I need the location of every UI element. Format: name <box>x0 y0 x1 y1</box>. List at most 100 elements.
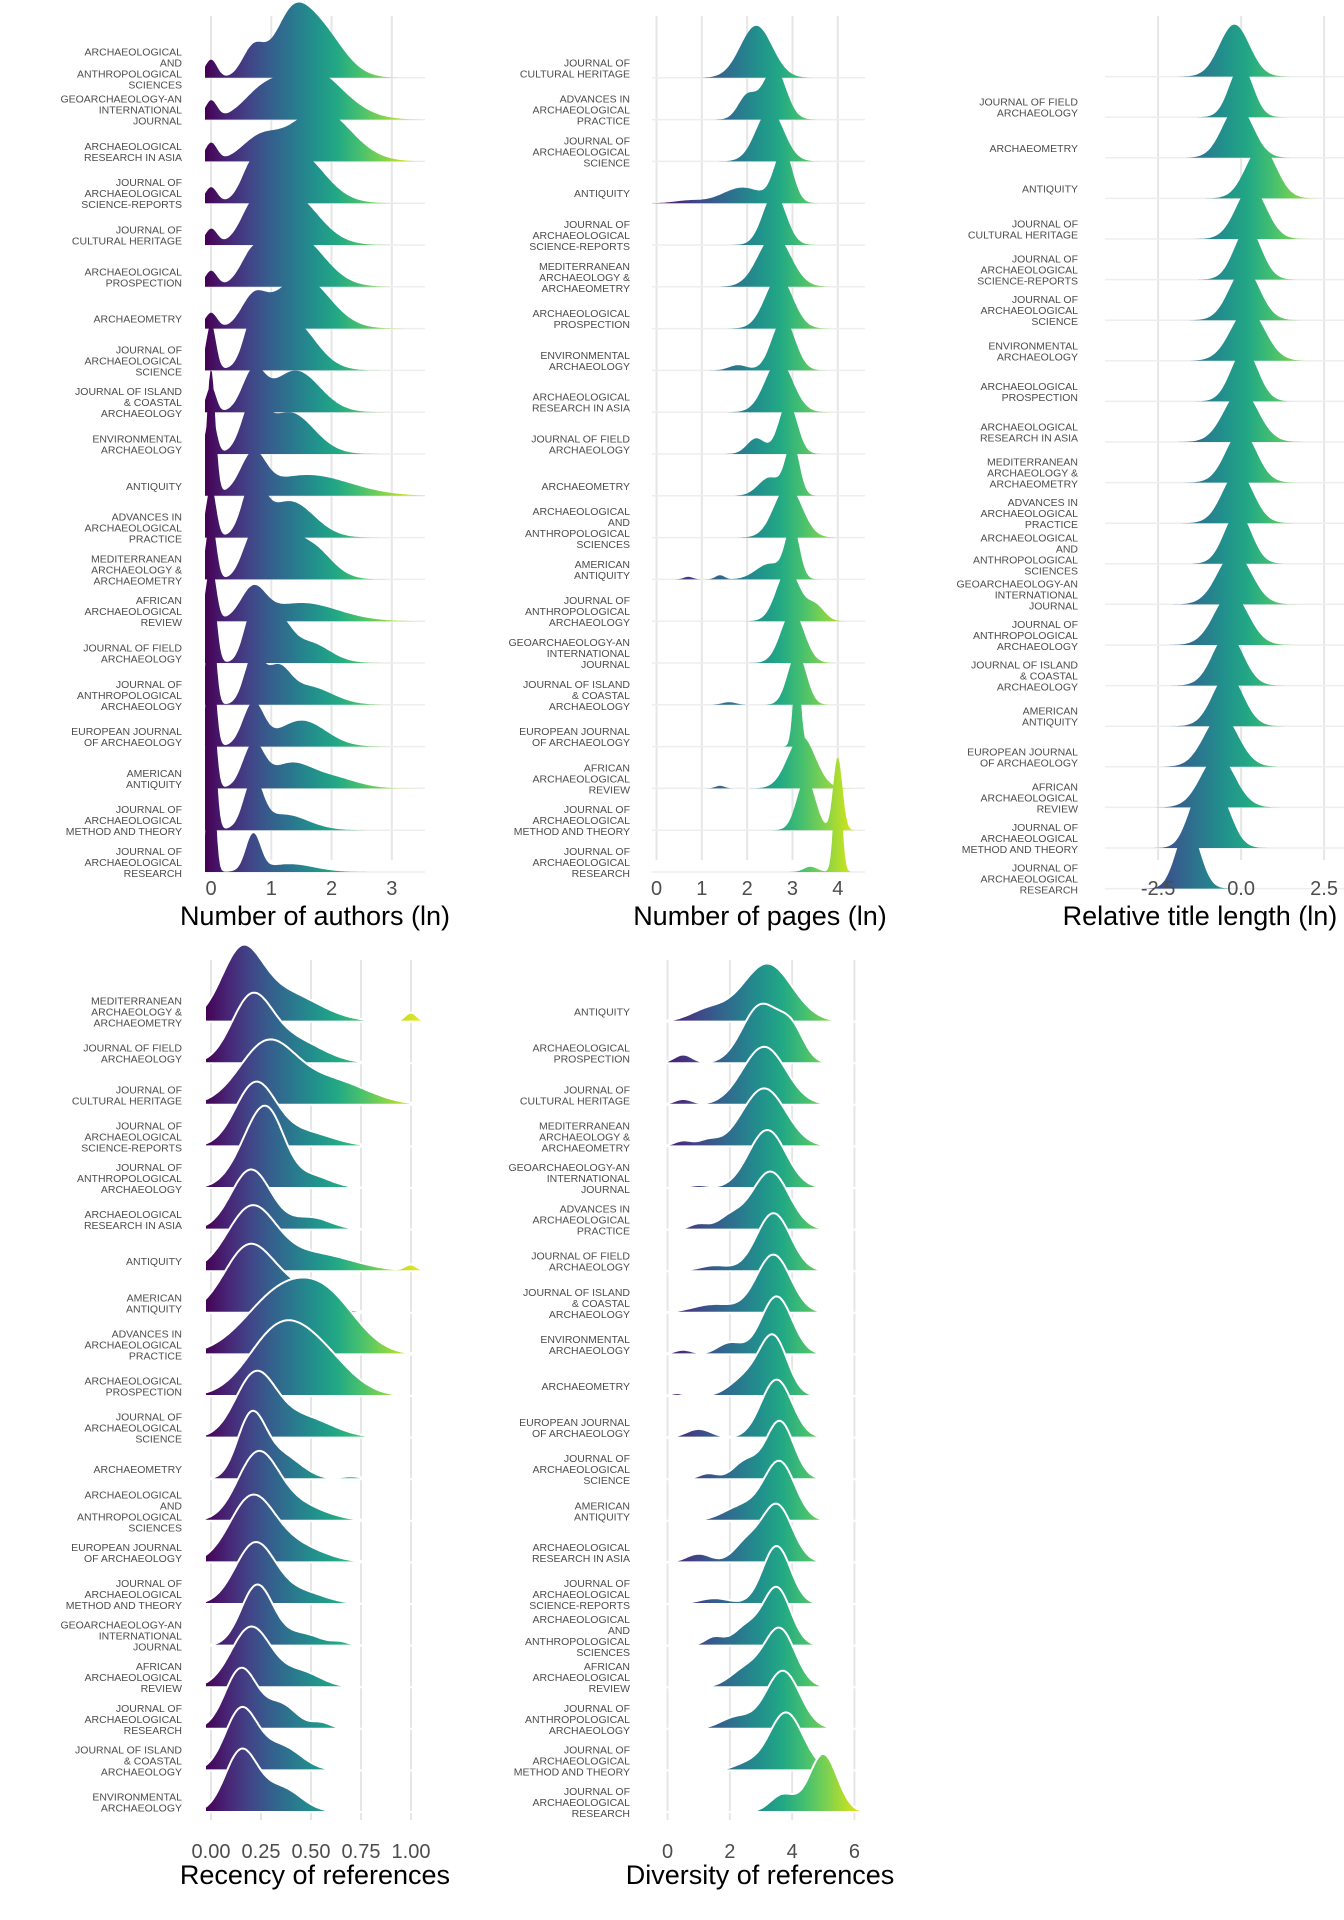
row-label: JOURNAL OF ARCHAEOLOGICAL SCIENCE <box>533 135 631 169</box>
ridge-0 <box>205 2 425 78</box>
x-tick-label: 2 <box>724 1841 735 1863</box>
row-label: ADVANCES IN ARCHAEOLOGICAL PRACTICE <box>85 512 183 546</box>
row-label: ENVIRONMENTAL ARCHAEOLOGY <box>540 350 630 373</box>
row-label: GEOARCHAEOLOGY-AN INTERNATIONAL JOURNAL <box>508 1162 630 1196</box>
row-label: EUROPEAN JOURNAL OF ARCHAEOLOGY <box>71 1542 182 1565</box>
ridge-18 <box>1105 755 1344 808</box>
ridge-15 <box>1105 633 1344 686</box>
ridge-16 <box>1105 674 1344 727</box>
ridge-10 <box>1105 430 1344 483</box>
row-label: JOURNAL OF ARCHAEOLOGICAL METHOD AND THEOR… <box>66 1578 182 1612</box>
row-label: JOURNAL OF ANTHROPOLOGICAL ARCHAEOLOGY <box>525 595 630 629</box>
x-tick-label: 2.5 <box>1310 878 1338 900</box>
ridge-15 <box>205 601 425 705</box>
ridge-16 <box>204 1625 425 1689</box>
row-label: ARCHAEOLOGICAL AND ANTHROPOLOGICAL SCIENCES <box>525 506 630 551</box>
row-label: ARCHAEOLOGICAL RESEARCH IN ASIA <box>532 392 630 415</box>
x-tick-label: 6 <box>849 1841 860 1863</box>
x-tick-label: 2 <box>742 878 753 900</box>
ridge-6 <box>652 1212 870 1273</box>
x-tick-label: 2 <box>326 878 337 900</box>
row-label: ANTIQUITY <box>574 1007 630 1019</box>
row-label: AMERICAN ANTIQUITY <box>126 1292 182 1315</box>
row-label: JOURNAL OF ARCHAEOLOGICAL RESEARCH <box>533 1786 631 1820</box>
row-label: JOURNAL OF ARCHAEOLOGICAL SCIENCE <box>85 344 183 378</box>
row-label: ENVIRONMENTAL ARCHAEOLOGY <box>540 1334 630 1357</box>
row-label: GEOARCHAEOLOGY-AN INTERNATIONAL JOURNAL <box>956 578 1078 612</box>
row-label: AFRICAN ARCHAEOLOGICAL REVIEW <box>533 1661 631 1695</box>
ridge-2 <box>652 1045 870 1106</box>
ridge-5 <box>652 1170 870 1231</box>
row-label: ARCHAEOMETRY <box>542 1381 631 1393</box>
ridge-9 <box>652 402 865 454</box>
ridge-13 <box>205 563 425 622</box>
row-label: EUROPEAN JOURNAL OF ARCHAEOLOGY <box>967 746 1078 769</box>
row-label: AFRICAN ARCHAEOLOGICAL REVIEW <box>533 762 631 796</box>
row-label: JOURNAL OF ARCHAEOLOGICAL SCIENCE-REPORTS <box>529 1578 630 1612</box>
row-label: JOURNAL OF ISLAND & COASTAL ARCHAEOLOGY <box>971 660 1078 694</box>
row-label: ARCHAEOMETRY <box>94 1464 183 1476</box>
ridge-18 <box>204 1705 425 1772</box>
row-label: ARCHAEOLOGICAL RESEARCH IN ASIA <box>84 141 182 164</box>
row-label: JOURNAL OF ARCHAEOLOGICAL RESEARCH <box>85 1703 183 1737</box>
ridge-5 <box>652 234 865 287</box>
x-axis-title: Number of authors (ln) <box>180 901 450 931</box>
x-tick-label: 3 <box>787 878 798 900</box>
x-tick-label: 0.00 <box>192 1841 231 1863</box>
row-label: ARCHAEOLOGICAL PROSPECTION <box>85 266 183 289</box>
ridge-0 <box>1105 24 1344 77</box>
row-label: JOURNAL OF CULTURAL HERITAGE <box>72 225 182 248</box>
row-label: JOURNAL OF ARCHAEOLOGICAL RESEARCH <box>533 846 631 880</box>
row-label: JOURNAL OF ARCHAEOLOGICAL METHOD AND THEOR… <box>514 804 630 838</box>
ridge-16 <box>652 1626 870 1689</box>
row-label: JOURNAL OF ISLAND & COASTAL ARCHAEOLOGY <box>75 1744 182 1778</box>
row-label: JOURNAL OF CULTURAL HERITAGE <box>968 219 1078 242</box>
row-label: ANTIQUITY <box>1022 183 1078 195</box>
row-label: JOURNAL OF ANTHROPOLOGICAL ARCHAEOLOGY <box>77 679 182 713</box>
row-label: JOURNAL OF FIELD ARCHAEOLOGY <box>531 434 630 457</box>
row-label: JOURNAL OF ANTHROPOLOGICAL ARCHAEOLOGY <box>77 1162 182 1196</box>
row-label: JOURNAL OF FIELD ARCHAEOLOGY <box>83 1043 182 1066</box>
ridge-9 <box>205 392 425 454</box>
x-tick-label: 0.0 <box>1227 878 1255 900</box>
ridge-18 <box>205 685 425 831</box>
row-label: JOURNAL OF ISLAND & COASTAL ARCHAEOLOGY <box>523 679 630 713</box>
ridge-14 <box>652 611 865 663</box>
ridge-2 <box>1105 105 1344 158</box>
row-label: JOURNAL OF ARCHAEOLOGICAL RESEARCH <box>85 846 183 880</box>
ridge-panel-0: ARCHAEOLOGICAL AND ANTHROPOLOGICAL SCIENCES… <box>60 2 450 931</box>
row-label: ARCHAEOLOGICAL PROSPECTION <box>85 1376 183 1399</box>
ridge-8 <box>204 1276 426 1356</box>
x-tick-label: -2.5 <box>1141 878 1175 900</box>
ridge-11 <box>652 1419 870 1481</box>
row-label: JOURNAL OF ARCHAEOLOGICAL SCIENCE-REPORTS <box>529 219 630 253</box>
row-label: JOURNAL OF ARCHAEOLOGICAL METHOD AND THEOR… <box>66 804 182 838</box>
row-label: JOURNAL OF ANTHROPOLOGICAL ARCHAEOLOGY <box>973 619 1078 653</box>
row-label: JOURNAL OF FIELD ARCHAEOLOGY <box>531 1251 630 1274</box>
ridge-2 <box>205 109 425 162</box>
x-tick-label: 1 <box>266 878 277 900</box>
ridge-4 <box>652 1128 870 1189</box>
row-label: MEDITERRANEAN ARCHAEOLOGY & ARCHAEOMETRY <box>539 1120 630 1154</box>
ridge-19 <box>652 1752 871 1813</box>
row-label: JOURNAL OF ISLAND & COASTAL ARCHAEOLOGY <box>75 386 182 420</box>
row-label: ARCHAEOLOGICAL AND ANTHROPOLOGICAL SCIENCES <box>525 1614 630 1659</box>
ridge-0 <box>652 25 865 78</box>
row-label: AMERICAN ANTIQUITY <box>574 559 630 582</box>
x-axis-title: Diversity of references <box>626 1860 895 1890</box>
row-label: ANTIQUITY <box>126 1256 182 1268</box>
x-tick-label: 0.75 <box>342 1841 381 1863</box>
row-label: ARCHAEOLOGICAL PROSPECTION <box>981 381 1079 404</box>
row-label: JOURNAL OF ARCHAEOLOGICAL METHOD AND THEOR… <box>962 822 1078 856</box>
row-label: JOURNAL OF ARCHAEOLOGICAL RESEARCH <box>981 863 1079 897</box>
ridge-7 <box>651 1253 870 1314</box>
ridge-18 <box>652 757 865 831</box>
row-label: GEOARCHAEOLOGY-AN INTERNATIONAL JOURNAL <box>60 94 182 128</box>
row-label: ARCHAEOMETRY <box>542 481 631 493</box>
ridge-4 <box>204 1104 425 1189</box>
ridge-7 <box>205 310 425 371</box>
row-label: ARCHAEOMETRY <box>990 143 1079 155</box>
ridge-17 <box>652 1669 870 1730</box>
row-label: ARCHAEOLOGICAL PROSPECTION <box>533 1043 631 1066</box>
